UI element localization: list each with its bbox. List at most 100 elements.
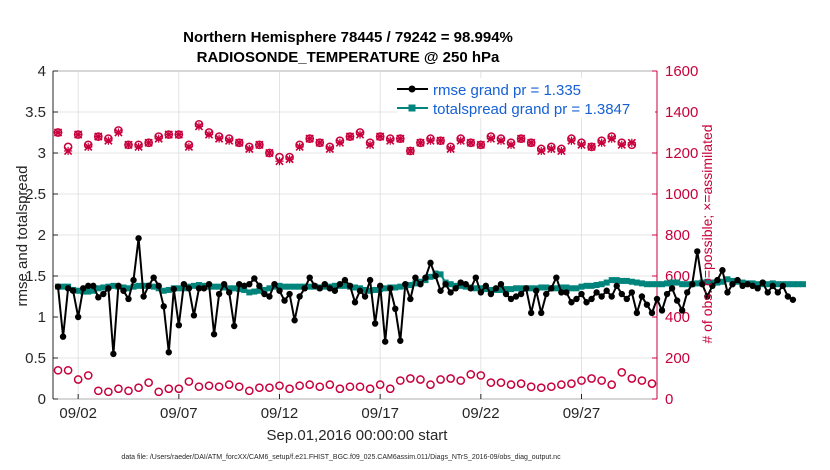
x-tick-label: 09/27 xyxy=(563,405,601,422)
rmse-point xyxy=(789,296,797,303)
obs-possible-point xyxy=(83,371,93,380)
totalspread-point xyxy=(674,279,681,286)
obs-assimilated-point xyxy=(527,138,536,147)
totalspread-point xyxy=(472,285,479,292)
totalspread-point xyxy=(764,281,771,288)
totalspread-point xyxy=(160,287,167,294)
rmse-point xyxy=(663,290,671,298)
obs-assimilated-point xyxy=(134,142,143,152)
obs-possible-point xyxy=(63,365,73,375)
rmse-point xyxy=(296,293,303,300)
totalspread-point xyxy=(518,285,525,292)
rmse-point xyxy=(402,281,409,288)
rmse-point xyxy=(190,312,198,319)
totalspread-point xyxy=(306,283,313,290)
obs-possible-point xyxy=(104,387,113,397)
obs-possible-point xyxy=(224,380,234,389)
x-tick-label: 09/02 xyxy=(59,405,97,422)
totalspread-point xyxy=(633,279,640,286)
rmse-point xyxy=(487,290,495,298)
totalspread-point xyxy=(709,279,716,286)
y-tick-label-right: 0 xyxy=(665,391,673,408)
rmse-point xyxy=(160,303,167,310)
totalspread-point xyxy=(638,280,645,287)
totalspread-point xyxy=(367,287,374,294)
obs-assimilated-point xyxy=(416,138,425,147)
x-tick-label: 09/22 xyxy=(462,405,500,422)
rmse-point xyxy=(437,287,444,294)
rmse-point xyxy=(95,294,102,301)
rmse-point xyxy=(382,338,389,345)
totalspread-point xyxy=(643,281,650,288)
x-tick-label: 09/17 xyxy=(361,405,399,422)
totalspread-point xyxy=(60,283,67,290)
rmse-point xyxy=(442,281,449,288)
obs-possible-point xyxy=(617,368,627,377)
totalspread-point xyxy=(90,287,97,294)
obs-possible-point xyxy=(214,382,224,392)
rmse-point xyxy=(618,290,625,298)
rmse-point xyxy=(210,331,218,338)
rmse-point xyxy=(502,290,510,298)
totalspread-point xyxy=(125,285,132,292)
rmse-point xyxy=(427,259,434,267)
obs-possible-point xyxy=(194,382,204,392)
obs-assimilated-point xyxy=(194,122,204,131)
obs-possible-point xyxy=(174,384,184,394)
obs-possible-point xyxy=(144,378,153,387)
totalspread-point xyxy=(231,285,238,292)
legend-rmse-marker xyxy=(408,85,416,93)
totalspread-point xyxy=(623,277,630,284)
rmse-point xyxy=(578,290,585,298)
obs-count-marks xyxy=(53,119,657,397)
obs-possible-point xyxy=(295,381,304,391)
rmse-point xyxy=(412,274,419,281)
obs-assimilated-point xyxy=(305,134,314,143)
rmse-point xyxy=(583,299,590,306)
obs-assimilated-point xyxy=(74,130,83,139)
totalspread-point xyxy=(684,281,691,288)
rmse-point xyxy=(628,289,636,296)
rmse-point xyxy=(54,283,62,290)
rmse-point xyxy=(351,299,359,306)
obs-possible-point xyxy=(285,384,294,394)
rmse-point xyxy=(331,287,339,294)
rmse-point xyxy=(744,281,751,288)
rmse-point xyxy=(467,285,474,292)
rmse-point xyxy=(719,267,726,274)
totalspread-point xyxy=(246,289,253,296)
totalspread-point xyxy=(216,283,223,290)
rmse-point xyxy=(462,281,469,288)
totalspread-point xyxy=(608,277,615,284)
obs-possible-point xyxy=(114,384,123,394)
totalspread-point xyxy=(221,284,228,291)
rmse-point xyxy=(608,293,615,300)
y-tick-label-left: 1.5 xyxy=(25,268,46,285)
obs-assimilated-point xyxy=(104,136,113,145)
totalspread-point xyxy=(352,284,358,291)
totalspread-point xyxy=(593,282,600,289)
obs-assimilated-point xyxy=(466,138,475,147)
totalspread-point xyxy=(503,286,509,293)
totalspread-point xyxy=(774,281,781,288)
rmse-point xyxy=(447,289,454,296)
legend-spread-text: totalspread grand pr = 1.3847 xyxy=(433,101,630,118)
obs-possible-point xyxy=(305,380,315,389)
totalspread-point xyxy=(120,284,127,291)
rmse-point xyxy=(205,281,213,288)
obs-possible-point xyxy=(607,380,617,389)
rmse-point xyxy=(180,281,188,288)
rmse-point xyxy=(306,274,313,281)
totalspread-point xyxy=(241,286,248,293)
y-tick-label-left: 2.5 xyxy=(25,186,46,203)
obs-possible-point xyxy=(536,383,546,393)
rmse-point xyxy=(125,295,132,303)
obs-possible-point xyxy=(93,386,103,396)
obs-assimilated-point xyxy=(144,138,153,147)
totalspread-point xyxy=(427,273,434,280)
obs-assimilated-point xyxy=(355,130,365,139)
obs-possible-point xyxy=(375,380,385,389)
rmse-point xyxy=(522,285,530,292)
rmse-point xyxy=(593,289,600,296)
rmse-point xyxy=(110,350,117,358)
